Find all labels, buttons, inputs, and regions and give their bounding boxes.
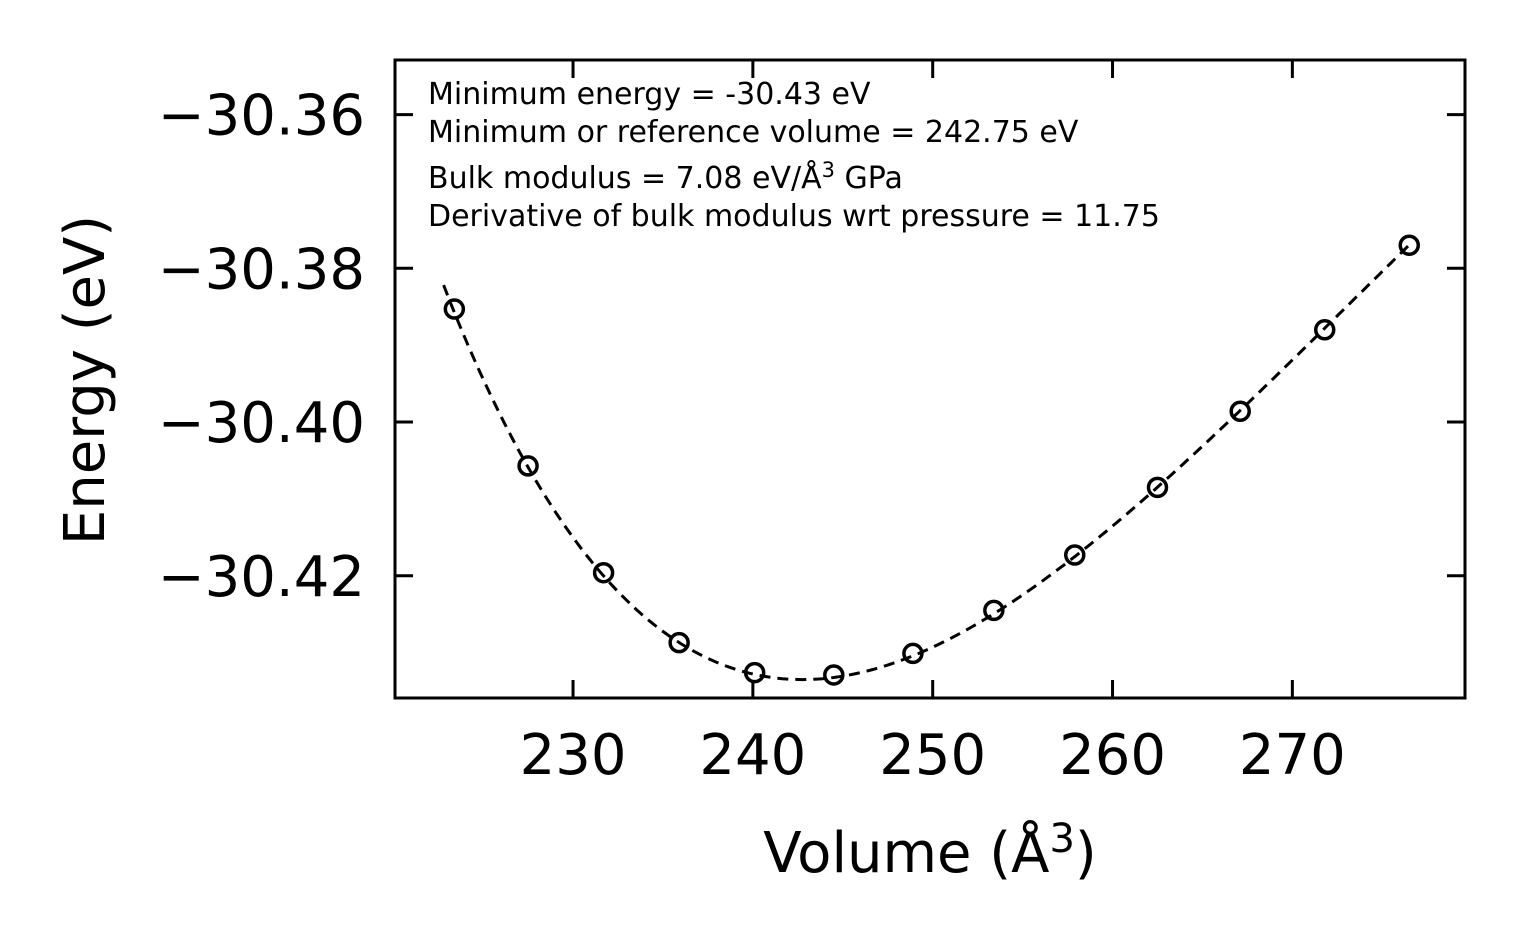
fit-layer xyxy=(444,243,1412,679)
y-axis-label: Energy (eV) xyxy=(53,215,118,545)
annotation-min-energy: Minimum energy = -30.43 eV xyxy=(428,77,871,112)
x-axis-label-text: Volume (Å xyxy=(763,820,1049,886)
x-axis-label-end: ) xyxy=(1075,821,1097,886)
x-tick-label: 230 xyxy=(520,723,627,788)
data-point xyxy=(1400,236,1418,254)
y-tick-label: −30.36 xyxy=(158,84,365,149)
x-tick-label: 260 xyxy=(1059,723,1166,788)
data-point xyxy=(595,564,613,582)
y-tick-label: −30.40 xyxy=(158,391,365,456)
plot-frame xyxy=(395,60,1465,698)
x-axis-label-sup: 3 xyxy=(1049,816,1074,862)
annotation-bulk-modulus-derivative: Derivative of bulk modulus wrt pressure … xyxy=(428,199,1160,234)
annotation-bulk-modulus-unit: GPa xyxy=(835,161,903,196)
points-layer xyxy=(445,236,1418,684)
y-tick-label: −30.38 xyxy=(158,237,365,302)
annotation-bulk-modulus-sup: 3 xyxy=(822,158,835,182)
fit-curve xyxy=(444,243,1412,679)
ticks-layer xyxy=(395,60,1465,698)
annotation-bulk-modulus-text: Bulk modulus = 7.08 eV/Å xyxy=(428,160,822,196)
eos-chart: Minimum energy = -30.43 eV Minimum or re… xyxy=(0,0,1524,943)
annotation-reference-volume: Minimum or reference volume = 242.75 eV xyxy=(428,115,1079,150)
x-tick-label: 270 xyxy=(1239,723,1346,788)
y-tick-label: −30.42 xyxy=(158,545,365,610)
annotation-bulk-modulus: Bulk modulus = 7.08 eV/Å3 GPa xyxy=(428,158,903,196)
data-point xyxy=(825,666,843,684)
x-tick-label: 240 xyxy=(699,723,806,788)
x-axis-label: Volume (Å3) xyxy=(763,816,1097,886)
x-tick-label: 250 xyxy=(879,723,986,788)
